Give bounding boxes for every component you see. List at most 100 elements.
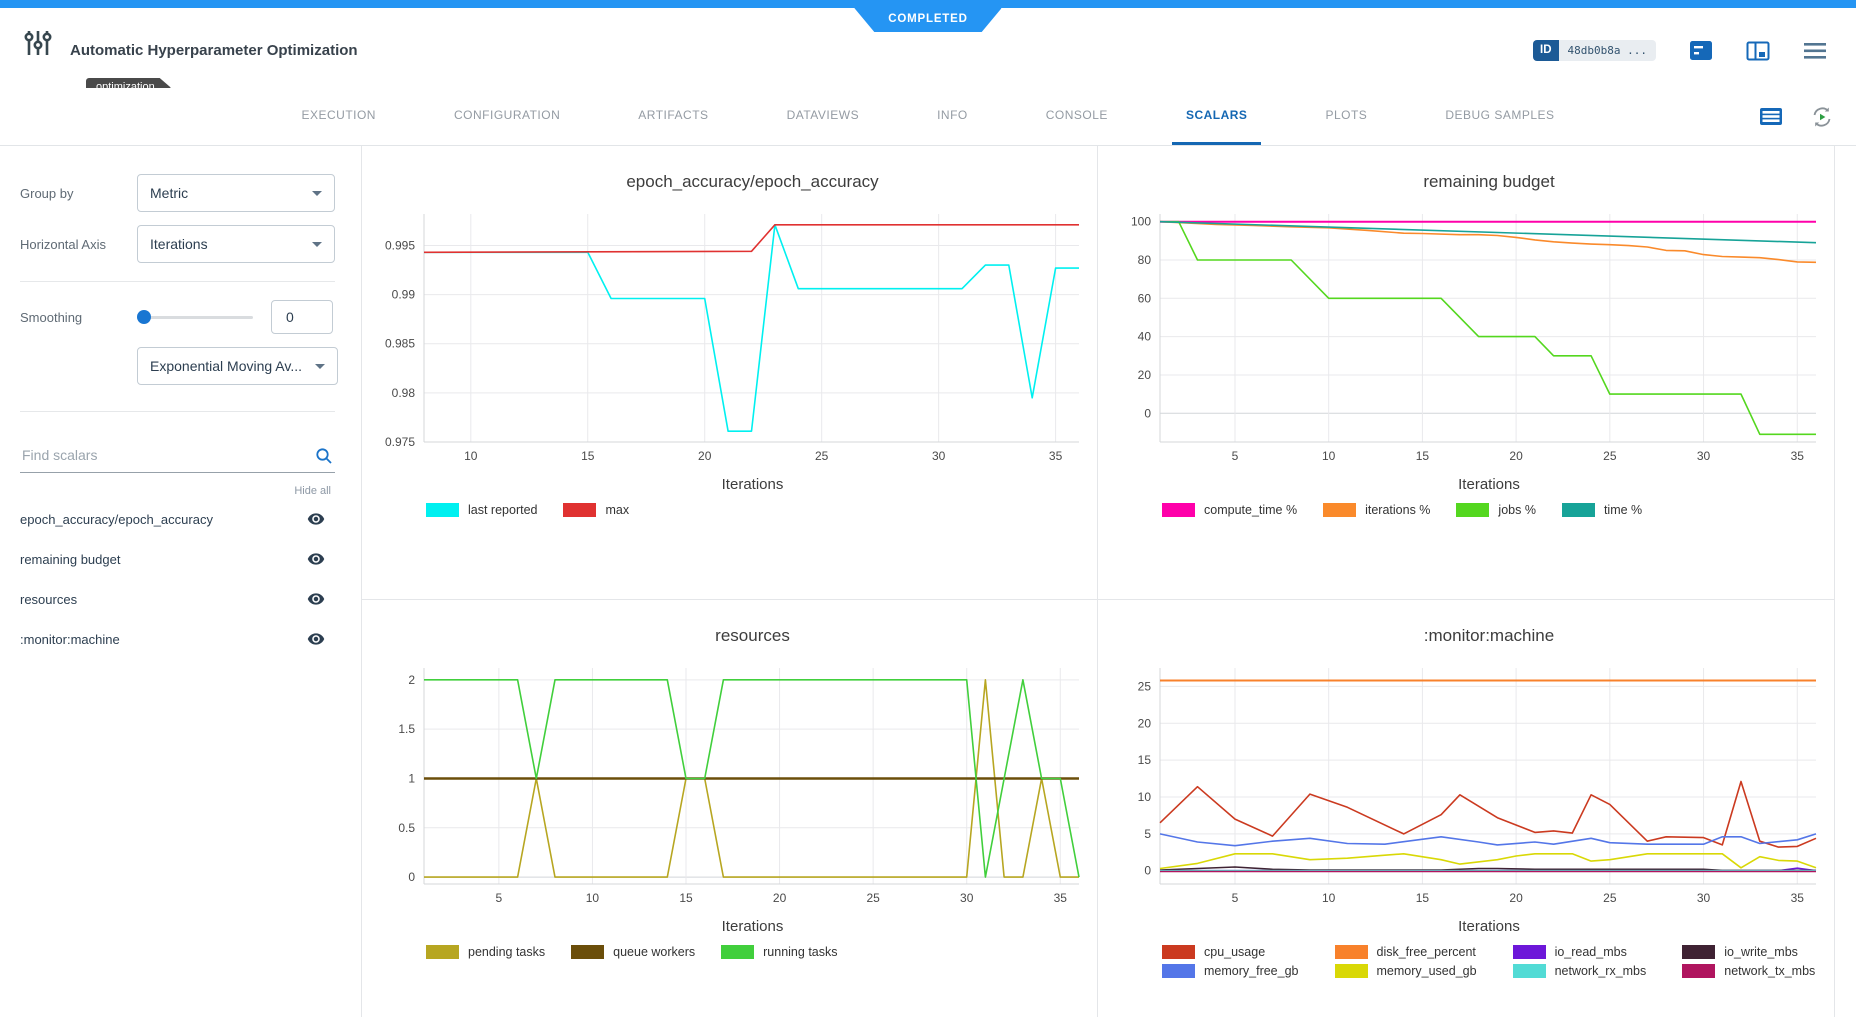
split-panel-icon[interactable] (1746, 41, 1770, 61)
series-line-iterations- (1159, 220, 1817, 264)
chart-monitor-machine: :monitor:machine 0 5 10 15 20 25 5 10 15 20 25 30 35… (1098, 600, 1834, 1017)
legend-label: running tasks (763, 945, 838, 959)
legend-item-network_tx_mbs[interactable]: network_tx_mbs (1682, 964, 1815, 978)
tab-scalars[interactable]: SCALARS (1171, 88, 1262, 145)
y-axis-tick: 80 (1138, 253, 1152, 267)
scalar-item-remaining-budget[interactable]: remaining budget (0, 539, 361, 579)
x-axis-tick: 25 (866, 891, 880, 905)
menu-icon[interactable] (1804, 42, 1826, 59)
search-icon[interactable] (315, 447, 333, 470)
legend-item-pending-tasks[interactable]: pending tasks (426, 945, 545, 959)
chart-plot[interactable]: 0 20 40 60 80 100 5 10 15 20 25 30 35 (1098, 206, 1834, 468)
legend-item-iterations-[interactable]: iterations % (1323, 503, 1430, 517)
scalar-item-epoch-accuracy[interactable]: epoch_accuracy/epoch_accuracy (0, 499, 361, 539)
smoothing-type-select[interactable]: Exponential Moving Av... (137, 347, 338, 385)
legend-swatch (426, 945, 459, 959)
x-axis-tick: 20 (773, 891, 787, 905)
chart-legend: last reported max (362, 493, 1097, 517)
tab-debug-samples[interactable]: DEBUG SAMPLES (1445, 108, 1555, 122)
chart-legend: pending tasks queue workers running tasks (362, 935, 1097, 959)
legend-swatch (1561, 503, 1595, 517)
tab-info[interactable]: INFO (937, 108, 968, 122)
legend-item-memory_used_gb[interactable]: memory_used_gb (1334, 964, 1477, 978)
legend-item-network_rx_mbs[interactable]: network_rx_mbs (1512, 964, 1646, 978)
x-axis-tick: 30 (1697, 449, 1711, 463)
chart-resources: resources 0 0.5 1 1.5 2 5 10 15 20 25 30 35 Iterati… (362, 600, 1098, 1017)
tab-plots[interactable]: PLOTS (1325, 108, 1368, 122)
tab-dataviews[interactable]: DATAVIEWS (786, 108, 860, 122)
x-axis-tick: 25 (1603, 891, 1617, 905)
page-title: Automatic Hyperparameter Optimization (70, 42, 358, 59)
legend-swatch (571, 945, 605, 959)
legend-item-last-reported[interactable]: last reported (426, 503, 537, 517)
legend-label: memory_free_gb (1204, 964, 1299, 978)
series-line-last-reported (424, 223, 1079, 432)
legend-swatch (1512, 964, 1546, 978)
chart-title: remaining budget (1423, 172, 1555, 191)
legend-item-disk_free_percent[interactable]: disk_free_percent (1334, 945, 1477, 959)
x-axis-tick: 35 (1049, 449, 1063, 463)
divider (20, 281, 335, 282)
smoothing-slider[interactable] (137, 310, 253, 324)
horizontal-axis-select[interactable]: Iterations (137, 225, 335, 263)
group-by-select[interactable]: Metric (137, 174, 335, 212)
legend-swatch (1456, 503, 1490, 517)
eye-icon[interactable] (307, 590, 325, 608)
x-axis-tick: 30 (960, 891, 974, 905)
tab-bar: EXECUTION CONFIGURATION ARTIFACTS DATAVI… (0, 88, 1856, 146)
series-line-jobs- (1160, 220, 1816, 436)
charts-grid: epoch_accuracy/epoch_accuracy 0.975 0.98 0… (362, 146, 1835, 1017)
chart-plot[interactable]: 00.511.525 10 15 20 25 30 35 (362, 660, 1097, 910)
top-status-bar (0, 0, 1856, 8)
eye-icon[interactable] (307, 630, 325, 648)
legend-item-jobs-[interactable]: jobs % (1456, 503, 1536, 517)
chevron-down-icon (312, 241, 322, 247)
tab-artifacts[interactable]: ARTIFACTS (638, 108, 709, 122)
legend-item-io_write_mbs[interactable]: io_write_mbs (1682, 945, 1815, 959)
id-value: 48db0b8a ... (1558, 40, 1656, 61)
legend-label: io_read_mbs (1554, 945, 1627, 959)
smoothing-value-input[interactable] (271, 300, 333, 334)
legend-item-running-tasks[interactable]: running tasks (721, 945, 838, 959)
hide-all-link[interactable]: Hide all (294, 485, 331, 497)
tab-execution[interactable]: EXECUTION (301, 108, 376, 122)
legend-item-memory_free_gb[interactable]: memory_free_gb (1162, 964, 1299, 978)
legend-swatch (1323, 503, 1357, 517)
x-axis-tick: 10 (1322, 449, 1336, 463)
auto-refresh-icon[interactable] (1810, 105, 1834, 129)
x-axis-tick: 5 (1232, 891, 1239, 905)
y-axis-tick: 25 (1138, 679, 1152, 693)
search-input[interactable] (20, 446, 304, 464)
eye-icon[interactable] (307, 550, 325, 568)
tab-console[interactable]: CONSOLE (1045, 108, 1108, 122)
legend-item-cpu_usage[interactable]: cpu_usage (1162, 945, 1299, 959)
series-line-cpu_usage (1159, 780, 1817, 848)
chart-remaining-budget: remaining budget 0 20 40 60 80 100 5 10 15 20 25 30… (1098, 146, 1834, 600)
tab-configuration[interactable]: CONFIGURATION (453, 108, 561, 122)
comment-icon[interactable] (1690, 41, 1712, 60)
chevron-down-icon (315, 363, 325, 369)
chart-plot[interactable]: 0 5 10 15 20 25 5 10 15 20 25 30 35 (1098, 660, 1834, 910)
y-axis-tick: 20 (1138, 716, 1152, 730)
tune-sliders-icon (24, 28, 52, 63)
legend-item-compute_time-[interactable]: compute_time % (1162, 503, 1297, 517)
legend-item-io_read_mbs[interactable]: io_read_mbs (1512, 945, 1647, 959)
legend-label: pending tasks (468, 945, 546, 959)
legend-swatch (563, 503, 597, 517)
series-line-time- (1159, 220, 1817, 244)
x-axis-tick: 10 (1322, 891, 1336, 905)
table-view-icon[interactable] (1760, 108, 1782, 125)
scalar-item-resources[interactable]: resources (0, 579, 361, 619)
status-badge: COMPLETED (854, 8, 1001, 32)
group-by-label: Group by (20, 185, 74, 201)
legend-item-time-[interactable]: time % (1561, 503, 1642, 517)
eye-icon[interactable] (307, 510, 325, 528)
scalar-item-monitor-machine[interactable]: :monitor:machine (0, 619, 361, 659)
slider-thumb[interactable] (137, 310, 151, 324)
chart-plot[interactable]: 0.975 0.98 0.985 0.99 0.995 10 15 20 25 30 35 (362, 206, 1097, 468)
legend-item-queue-workers[interactable]: queue workers (571, 945, 695, 959)
id-badge[interactable]: ID 48db0b8a ... (1533, 40, 1656, 61)
x-axis-tick: 35 (1054, 891, 1068, 905)
legend-swatch (721, 945, 755, 959)
legend-item-max[interactable]: max (563, 503, 629, 517)
